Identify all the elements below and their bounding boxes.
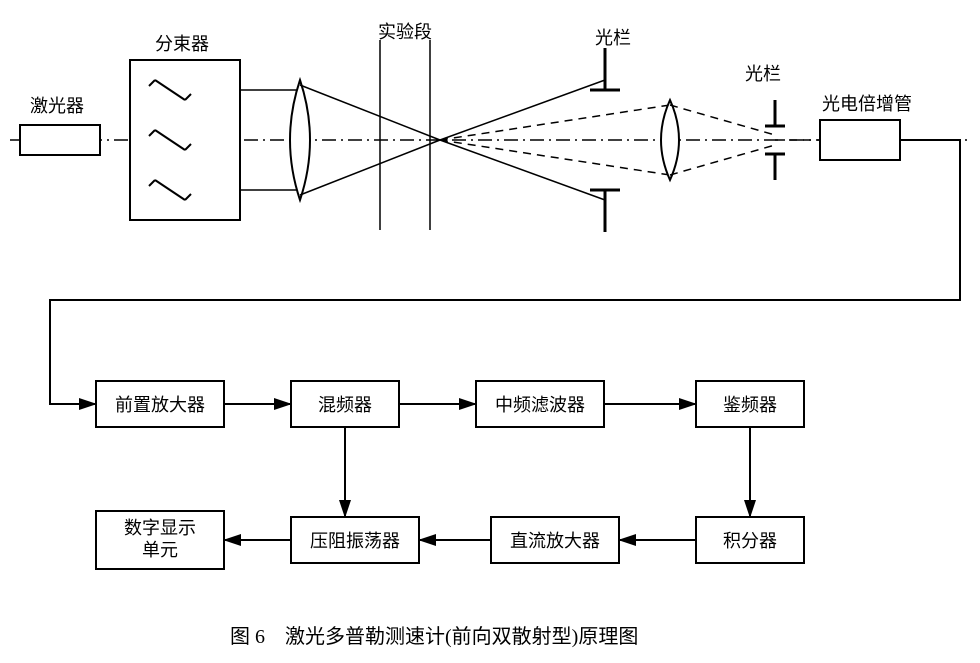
integrator-box: 积分器 bbox=[695, 516, 805, 564]
discriminator-text: 鉴频器 bbox=[723, 391, 777, 417]
pmt-label: 光电倍增管 bbox=[822, 90, 912, 116]
splitter-label: 分束器 bbox=[155, 30, 209, 56]
laser-label: 激光器 bbox=[30, 92, 84, 118]
discriminator-box: 鉴频器 bbox=[695, 380, 805, 428]
aperture2-label: 光栏 bbox=[745, 60, 781, 86]
display-box: 数字显示 单元 bbox=[95, 510, 225, 570]
figure-caption: 图 6 激光多普勒测速计(前向双散射型)原理图 bbox=[230, 620, 638, 649]
test-section-label: 实验段 bbox=[378, 18, 432, 44]
preamp-box: 前置放大器 bbox=[95, 380, 225, 428]
mixer-box: 混频器 bbox=[290, 380, 400, 428]
mixer-text: 混频器 bbox=[318, 391, 372, 417]
vco-box: 压阻振荡器 bbox=[290, 516, 420, 564]
dc-amp-box: 直流放大器 bbox=[490, 516, 620, 564]
display-text2: 单元 bbox=[142, 540, 178, 562]
display-text1: 数字显示 bbox=[124, 518, 196, 540]
preamp-text: 前置放大器 bbox=[115, 391, 205, 417]
dc-amp-text: 直流放大器 bbox=[510, 527, 600, 553]
vco-text: 压阻振荡器 bbox=[310, 527, 400, 553]
if-filter-box: 中频滤波器 bbox=[475, 380, 605, 428]
integrator-text: 积分器 bbox=[723, 527, 777, 553]
if-filter-text: 中频滤波器 bbox=[495, 391, 585, 417]
aperture1-label: 光栏 bbox=[595, 24, 631, 50]
